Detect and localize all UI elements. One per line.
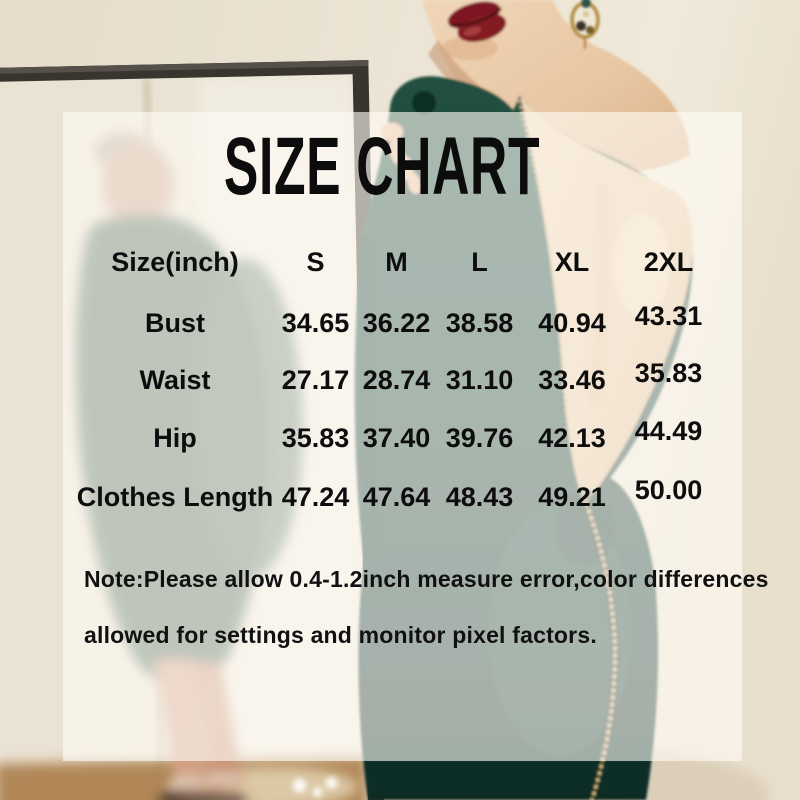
col-header-l: L xyxy=(471,247,488,277)
cell-value: 44.49 xyxy=(634,416,703,446)
table-header-row: Size(inch) S M L XL 2XL xyxy=(75,244,715,280)
col-header-2xl: 2XL xyxy=(643,247,694,277)
cell-value: 35.83 xyxy=(634,358,703,388)
cell-value: 40.94 xyxy=(538,308,606,338)
cell-value: 38.58 xyxy=(445,308,514,338)
cell-value: 50.00 xyxy=(634,475,703,505)
cell-value: 33.46 xyxy=(538,365,606,395)
cell-value: 47.24 xyxy=(281,482,350,512)
col-header-xl: XL xyxy=(554,247,590,277)
cell-value: 42.13 xyxy=(538,423,606,453)
cell-value: 34.65 xyxy=(281,308,350,338)
page-title: SIZE CHART xyxy=(0,121,764,212)
cell-value: 28.74 xyxy=(362,365,431,395)
table-row-hip: Hip 35.83 37.40 39.76 42.13 44.49 xyxy=(75,416,715,456)
note-line-2: allowed for settings and monitor pixel f… xyxy=(84,622,597,648)
cell-value: 39.76 xyxy=(445,423,514,453)
row-label: Clothes Length xyxy=(76,482,274,512)
note-line-1: Note:Please allow 0.4-1.2inch measure er… xyxy=(84,566,769,592)
cell-value: 31.10 xyxy=(445,365,514,395)
row-label: Waist xyxy=(139,365,211,395)
cell-value: 47.64 xyxy=(362,482,431,512)
cell-value: 27.17 xyxy=(281,365,350,395)
lips xyxy=(447,1,507,42)
table-row-bust: Bust 34.65 36.22 38.58 40.94 43.31 xyxy=(75,301,715,341)
row-label: Bust xyxy=(145,308,205,338)
col-header-unit: Size(inch) xyxy=(111,247,239,277)
earring xyxy=(570,0,600,49)
measurement-note: Note:Please allow 0.4-1.2inch measure er… xyxy=(84,551,769,663)
white-overlay-panel xyxy=(63,112,742,761)
col-header-s: S xyxy=(306,247,325,277)
col-header-m: M xyxy=(385,247,408,277)
page-title-text: SIZE CHART xyxy=(223,121,541,212)
table-row-clothes-length: Clothes Length 47.24 47.64 48.43 49.21 5… xyxy=(75,475,715,515)
cell-value: 37.40 xyxy=(362,423,431,453)
cell-value: 43.31 xyxy=(634,301,703,331)
cell-value: 36.22 xyxy=(362,308,431,338)
table-row-waist: Waist 27.17 28.74 31.10 33.46 35.83 xyxy=(75,358,715,398)
cell-value: 35.83 xyxy=(281,423,350,453)
cell-value: 49.21 xyxy=(538,482,606,512)
row-label: Hip xyxy=(153,423,197,453)
cell-value: 48.43 xyxy=(445,482,514,512)
